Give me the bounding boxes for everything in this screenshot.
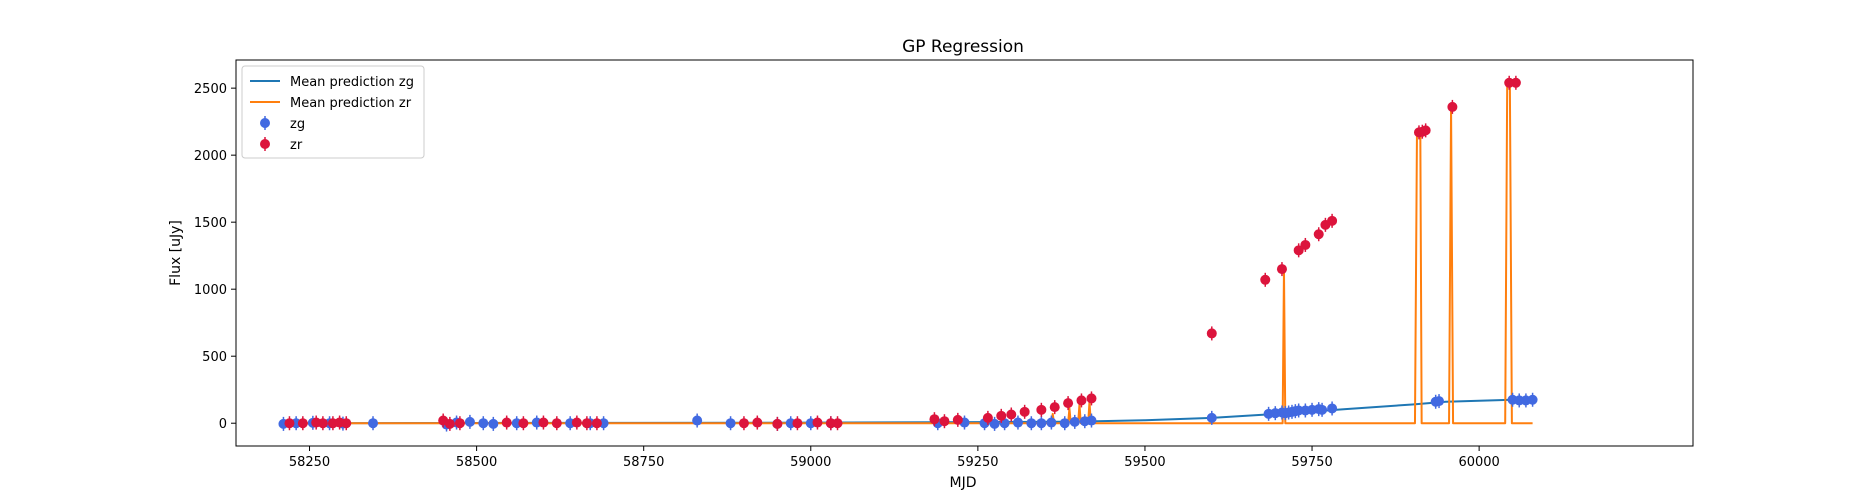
legend: Mean prediction zg Mean prediction zr zg zr [241, 65, 425, 159]
x-tick-label: 59500 [1124, 455, 1165, 470]
zr-point [501, 417, 512, 428]
zg-point [1059, 418, 1070, 429]
zg-point [1206, 412, 1217, 423]
zg-point [1036, 418, 1047, 429]
zg-point [1012, 417, 1023, 428]
zg-point [692, 415, 703, 426]
zr-point [341, 418, 352, 429]
zr-point [996, 410, 1007, 421]
zr-point [1006, 409, 1017, 420]
zr-point [1019, 406, 1030, 417]
zr-point [1206, 328, 1217, 339]
legend-label: zr [290, 138, 303, 153]
zr-point [738, 418, 749, 429]
zg-point [1527, 394, 1538, 405]
zr-point [454, 418, 465, 429]
zr-point [929, 414, 940, 425]
zr-point [1036, 404, 1047, 415]
zr-point [1327, 215, 1338, 226]
zr-point [1510, 77, 1521, 88]
zr-point [939, 416, 950, 427]
x-tick-label: 58750 [623, 455, 664, 470]
plot-frame [235, 59, 1694, 447]
x-tick-label: 60000 [1458, 455, 1499, 470]
zr-point [1300, 239, 1311, 250]
zr-point [297, 418, 308, 429]
zr-point [538, 417, 549, 428]
legend-label: Mean prediction zg [290, 75, 414, 90]
legend-box [241, 65, 425, 159]
zr-point [1420, 125, 1431, 136]
y-tick-label: 2500 [194, 82, 227, 97]
legend-label: Mean prediction zr [290, 96, 412, 111]
zr-point [284, 418, 295, 429]
line-mean-prediction-zr [283, 83, 1533, 425]
legend-label: zg [290, 117, 305, 132]
x-axis-label: MJD [950, 475, 977, 491]
zr-point [1063, 398, 1074, 409]
zg-point [1046, 417, 1057, 428]
zr-point [1260, 274, 1271, 285]
zr-point [752, 417, 763, 428]
y-tick-label: 1000 [194, 283, 227, 298]
x-tick-label: 59000 [790, 455, 831, 470]
zg-point [989, 418, 1000, 429]
y-tick-label: 0 [219, 417, 227, 432]
zr-point [317, 418, 328, 429]
y-axis-label: Flux [uJy] [168, 220, 184, 286]
zr-point [812, 417, 823, 428]
zr-point [591, 418, 602, 429]
zr-point [571, 417, 582, 428]
zr-point [832, 418, 843, 429]
plot-area [278, 75, 1538, 432]
zg-point [464, 416, 475, 427]
y-tick-label: 2000 [194, 149, 227, 164]
zr-point [581, 418, 592, 429]
zr-point [1313, 229, 1324, 240]
zg-point [1327, 403, 1338, 414]
x-tick-label: 59250 [957, 455, 998, 470]
zr-point [518, 418, 529, 429]
zg-point [478, 418, 489, 429]
zr-point [792, 418, 803, 429]
zg-point [1317, 404, 1328, 415]
x-tick-label: 58500 [456, 455, 497, 470]
zr-point [1076, 395, 1087, 406]
x-tick-label: 59750 [1291, 455, 1332, 470]
zr-point [1276, 264, 1287, 275]
zg-point [1086, 415, 1097, 426]
y-tick-label: 1500 [194, 216, 227, 231]
zg-point [1026, 418, 1037, 429]
zg-point [1069, 416, 1080, 427]
legend-marker-swatch [260, 118, 270, 128]
zr-point [551, 418, 562, 429]
zr-point [1086, 393, 1097, 404]
zr-point [1293, 245, 1304, 256]
zg-point [488, 418, 499, 429]
zr-point [952, 414, 963, 425]
y-tick-label: 500 [202, 350, 227, 365]
chart-title: GP Regression [902, 37, 1024, 57]
zg-point [1434, 396, 1445, 407]
zg-point [368, 418, 379, 429]
zr-point [772, 418, 783, 429]
axes: 58250 58500 58750 59000 59250 59500 59750 60000… [194, 82, 1500, 470]
legend-marker-swatch [260, 139, 270, 149]
zr-point [1049, 402, 1060, 413]
x-tick-label: 58250 [289, 455, 330, 470]
zg-point [725, 418, 736, 429]
zr-point [982, 412, 993, 423]
zr-point [444, 418, 455, 429]
zr-point [1447, 101, 1458, 112]
